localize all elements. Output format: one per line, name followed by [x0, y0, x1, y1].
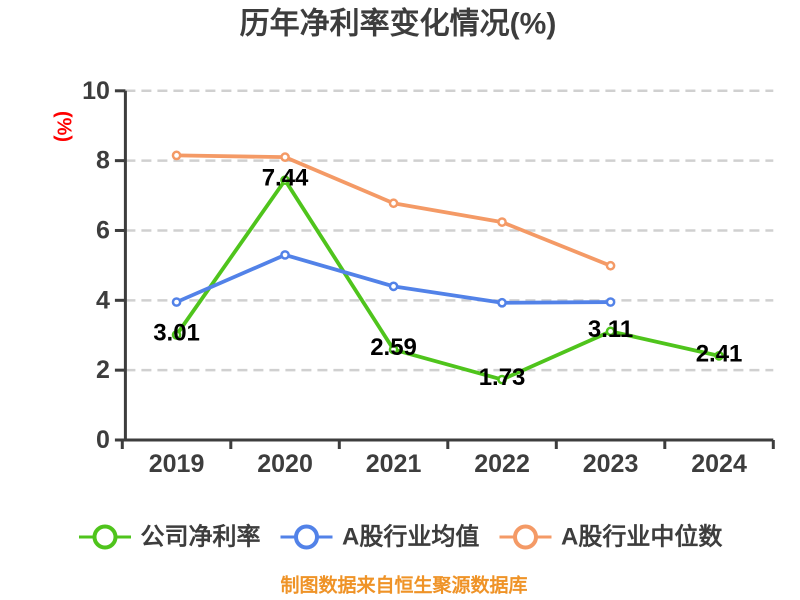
- series-line-2: [174, 153, 613, 268]
- series-marker-2: [171, 150, 182, 161]
- x-tick-label: 2020: [257, 450, 313, 478]
- y-tick-label: 2: [96, 356, 110, 384]
- chart-title: 历年净利率变化情况(%): [240, 7, 557, 41]
- x-tick-label: 2024: [691, 450, 747, 478]
- series-line-0: [174, 178, 721, 382]
- legend-marker-circle: [92, 524, 118, 550]
- series-marker-1: [171, 297, 182, 307]
- x-tick-label: 2021: [366, 450, 422, 478]
- x-tick-label: 2023: [583, 450, 639, 478]
- y-tick-label: 6: [96, 216, 110, 244]
- series-marker-1: [280, 250, 290, 260]
- legend-label: 公司净利率: [141, 523, 261, 551]
- series-marker-0: [714, 350, 724, 361]
- series-marker-0: [388, 344, 399, 355]
- source-note: 制图数据来自恒生聚源数据库: [280, 574, 527, 597]
- series-marker-0: [280, 175, 290, 186]
- data-label: 3.11: [588, 316, 633, 343]
- y-tick-label: 0: [96, 426, 110, 454]
- series-line-1: [174, 253, 613, 305]
- legend-item-2[interactable]: A股行业中位数: [499, 523, 724, 551]
- series-marker-1: [497, 297, 507, 308]
- x-tick-label: 2022: [474, 450, 530, 478]
- data-label: 7.44: [262, 165, 309, 192]
- series-marker-0: [497, 374, 507, 385]
- y-tick-label: 10: [82, 77, 110, 105]
- series-marker-0: [605, 326, 616, 337]
- legend-item-0[interactable]: 公司净利率: [79, 523, 261, 551]
- data-label: 1.73: [479, 364, 526, 391]
- y-tick-label: 4: [96, 286, 110, 314]
- data-label: 2.41: [696, 340, 743, 367]
- series-marker-1: [388, 281, 399, 292]
- legend-marker-circle: [513, 524, 538, 550]
- data-label: 2.59: [370, 334, 417, 361]
- data-label: 3.01: [153, 319, 200, 346]
- legend-label: A股行业均值: [342, 523, 479, 551]
- series-marker-2: [605, 260, 616, 271]
- legend-item-1[interactable]: A股行业均值: [280, 523, 480, 551]
- series-marker-2: [388, 198, 399, 209]
- y-axis-unit-label: (%): [53, 111, 75, 142]
- legend-marker-circle: [294, 524, 319, 550]
- x-tick-label: 2019: [149, 450, 205, 478]
- y-tick-label: 8: [96, 147, 110, 175]
- series-marker-0: [171, 330, 182, 340]
- series-marker-2: [280, 152, 290, 162]
- series-marker-1: [605, 297, 616, 307]
- series-marker-2: [497, 217, 507, 227]
- legend-label: A股行业中位数: [561, 523, 723, 551]
